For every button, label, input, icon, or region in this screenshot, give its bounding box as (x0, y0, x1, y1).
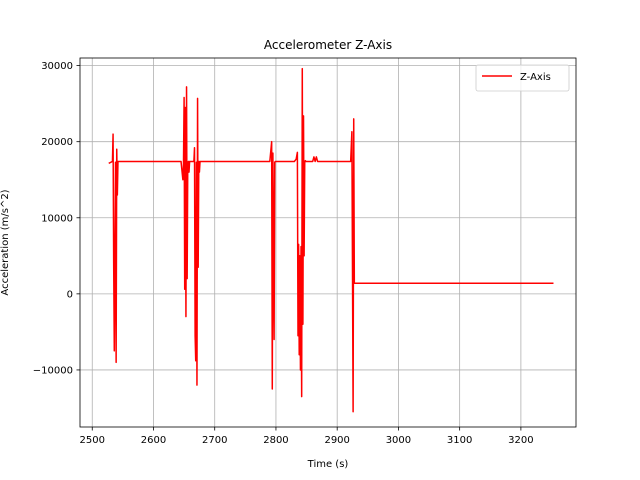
y-axis-label: Acceleration (m/s^2) (0, 189, 11, 295)
y-tick-label: 20000 (41, 137, 73, 148)
legend: Z-Axis (475, 64, 570, 92)
series-line-z-axis (108, 67, 554, 413)
y-tick-label: 10000 (41, 213, 73, 224)
x-tick-label: 3000 (386, 435, 411, 446)
grid (80, 58, 576, 427)
x-tick-label: 2600 (141, 435, 166, 446)
x-tick-label: 2500 (80, 435, 105, 446)
y-tick-label: −10000 (33, 365, 73, 376)
plot-frame (79, 57, 577, 428)
y-tick-label: 0 (67, 289, 73, 300)
y-tick-label: 30000 (41, 61, 73, 72)
plot-area-background (80, 58, 576, 427)
legend-label-z-axis: Z-Axis (520, 72, 551, 83)
series-lines (108, 67, 554, 413)
axis-ticks: 2500 2600 2700 2800 2900 3000 3100 3200 −10000 0 1… (33, 61, 534, 446)
x-tick-label: 3200 (508, 435, 533, 446)
x-axis-label: Time (s) (307, 459, 349, 470)
x-tick-label: 2800 (263, 435, 288, 446)
chart-title: Accelerometer Z-Axis (264, 38, 392, 52)
x-tick-label: 2700 (202, 435, 227, 446)
legend-box (475, 64, 570, 92)
x-tick-label: 2900 (324, 435, 349, 446)
x-tick-label: 3100 (447, 435, 472, 446)
